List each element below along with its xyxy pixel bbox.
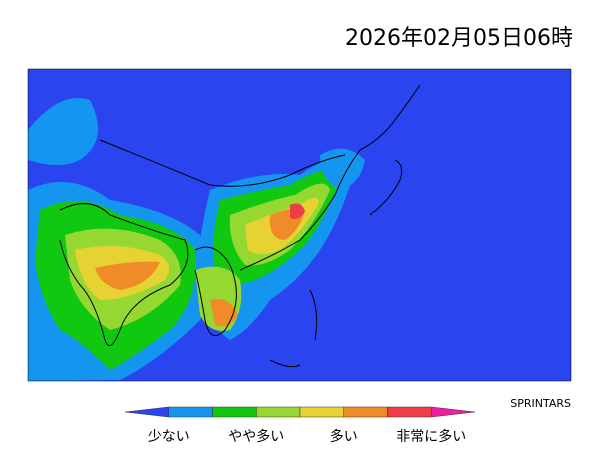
legend-label: 多い [330,428,358,445]
legend-label: 少ない [148,429,190,445]
aerosol-area [290,203,305,220]
legend-label: やや多い [228,428,284,445]
forecast-time: 2026年02月05日06時 [345,26,573,51]
legend-swatch [299,406,344,418]
coastline [99,139,346,187]
coastline [194,246,237,337]
legend-swatch [343,406,388,418]
aerosol-area [28,98,98,165]
legend-swatch [431,406,476,418]
coastline [239,84,421,271]
legend-swatch [387,406,432,418]
map-frame [27,68,572,382]
model-credit: SPRINTARS [510,397,571,410]
legend-swatch [168,406,213,418]
legend-swatch [256,406,301,418]
legend-swatch [212,406,257,418]
legend-label: 非常に多い [396,428,466,445]
aerosol-map [27,68,572,382]
coastline [59,203,189,347]
coastline [269,159,403,368]
legend: 少ない やや多い 多い 非常に多い [124,406,476,445]
legend-swatch [124,406,169,418]
aerosol-area [95,261,160,290]
